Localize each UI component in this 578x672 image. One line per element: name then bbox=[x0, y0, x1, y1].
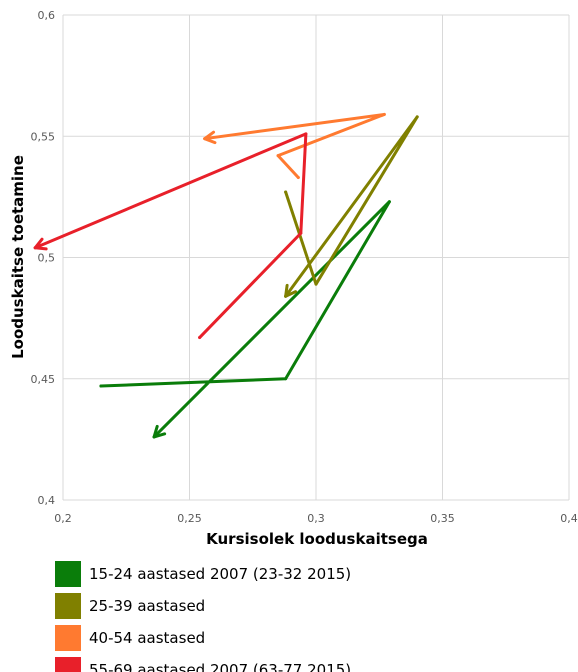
data-point bbox=[99, 384, 103, 388]
arrow-head bbox=[203, 130, 217, 145]
data-point bbox=[304, 132, 308, 136]
data-point bbox=[276, 154, 280, 158]
legend-item: 40-54 aastased bbox=[55, 622, 351, 654]
data-point bbox=[299, 231, 303, 235]
legend-swatch bbox=[55, 625, 81, 651]
legend-swatch bbox=[55, 561, 81, 587]
x-tick-label: 0,3 bbox=[307, 512, 325, 525]
legend-swatch bbox=[55, 657, 81, 672]
data-point bbox=[284, 190, 288, 194]
data-point bbox=[198, 336, 202, 340]
y-tick-label: 0,45 bbox=[31, 373, 56, 386]
data-point bbox=[382, 112, 386, 116]
series-layer bbox=[33, 112, 419, 439]
y-tick-label: 0,5 bbox=[38, 252, 56, 265]
data-point bbox=[284, 377, 288, 381]
series-line bbox=[33, 132, 308, 340]
y-tick-label: 0,55 bbox=[31, 130, 56, 143]
legend-item: 25-39 aastased bbox=[55, 590, 351, 622]
legend-item: 55-69 aastased 2007 (63-77 2015) bbox=[55, 654, 351, 672]
legend-label: 55-69 aastased 2007 (63-77 2015) bbox=[89, 661, 352, 672]
legend-item: 15-24 aastased 2007 (23-32 2015) bbox=[55, 558, 351, 590]
series-line bbox=[284, 115, 419, 298]
x-tick-label: 0,2 bbox=[54, 512, 72, 525]
tick-labels: 0,2 0,25 0,3 0,35 0,4 0,4 0,45 0,5 0,55 0,6 bbox=[31, 9, 578, 525]
series-line bbox=[203, 112, 386, 179]
legend-label: 15-24 aastased 2007 (23-32 2015) bbox=[89, 565, 352, 583]
data-point bbox=[415, 115, 419, 119]
legend: 15-24 aastased 2007 (23-32 2015) 25-39 aa… bbox=[55, 558, 351, 672]
arrow-head bbox=[284, 283, 298, 298]
x-tick-label: 0,4 bbox=[560, 512, 578, 525]
legend-label: 40-54 aastased bbox=[89, 629, 206, 647]
data-point bbox=[387, 200, 391, 204]
x-axis-title: Kursisolek looduskaitsega bbox=[206, 530, 428, 548]
data-point bbox=[314, 282, 318, 286]
chart-svg: 0,2 0,25 0,3 0,35 0,4 0,4 0,45 0,5 0,55 0,6 Kursi… bbox=[9, 9, 578, 548]
data-point bbox=[296, 175, 300, 179]
grid bbox=[62, 14, 570, 501]
y-tick-label: 0,6 bbox=[38, 9, 56, 22]
legend-label: 25-39 aastased bbox=[89, 597, 206, 615]
x-tick-label: 0,35 bbox=[430, 512, 455, 525]
x-tick-label: 0,25 bbox=[177, 512, 202, 525]
y-axis-title: Looduskaitse toetamine bbox=[9, 155, 27, 359]
arrow-head bbox=[33, 237, 48, 251]
series-line bbox=[99, 200, 391, 439]
y-tick-label: 0,4 bbox=[38, 494, 56, 507]
arrow-head bbox=[152, 424, 167, 439]
legend-swatch bbox=[55, 593, 81, 619]
